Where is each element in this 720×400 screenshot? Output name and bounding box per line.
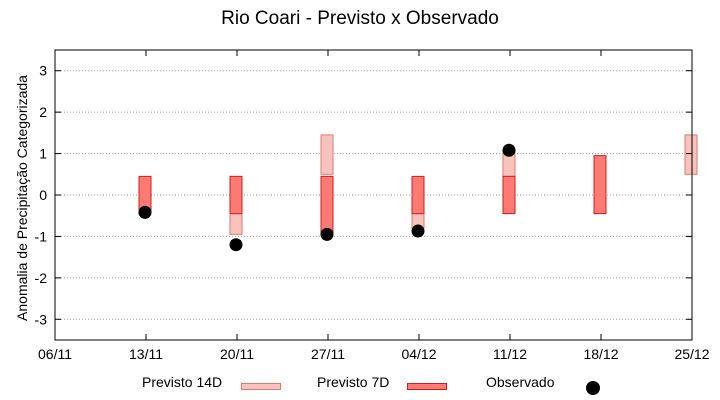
legend-label-previsto-7d: Previsto 7D	[317, 374, 390, 390]
y-tick-label: 1	[39, 146, 47, 162]
y-tick-label: 0	[39, 187, 47, 203]
grid-layer	[55, 70, 692, 320]
range-bar-previsto-14d	[320, 134, 334, 175]
x-tick-label: 20/11	[220, 346, 254, 362]
legend-swatch-previsto-7d	[407, 383, 447, 390]
range-bar-previsto-7d	[593, 155, 607, 215]
axis-layer: -3 -2 -1 0 1 2 3 06/11 13/11 20/11 27/11 04/12 11/12…	[35, 49, 710, 362]
legend-marker-observado	[586, 381, 600, 395]
range-bar-previsto-7d	[229, 175, 243, 215]
x-tick-label: 13/11	[129, 346, 163, 362]
y-tick-label: 2	[39, 104, 47, 120]
x-tick-label: 11/12	[493, 346, 527, 362]
range-bar-previsto-7d	[411, 175, 425, 215]
observed-point	[229, 238, 243, 252]
legend-label-observado: Observado	[486, 374, 555, 390]
x-tick-label: 04/12	[401, 346, 436, 362]
plot-frame	[54, 49, 693, 341]
y-tick-label: -3	[35, 311, 48, 327]
chart-title: Rio Coari - Previsto x Observado	[221, 8, 499, 29]
y-tick-label: -1	[35, 228, 48, 244]
x-tick-label: 18/12	[583, 346, 618, 362]
observed-point	[138, 205, 152, 219]
y-tick-label: -2	[35, 270, 48, 286]
y-axis-label: Anomalia de Precipitação Categorizada	[14, 75, 30, 321]
legend-swatch-previsto-14d	[241, 383, 281, 390]
y-tick-label: 3	[39, 63, 47, 79]
observed-point	[502, 143, 516, 157]
legend-label-previsto-14d: Previsto 14D	[142, 374, 223, 390]
x-tick-label: 25/12	[674, 346, 709, 362]
range-bar-previsto-7d	[502, 175, 516, 215]
legend: Previsto 14D Previsto 7D Observado	[0, 374, 720, 398]
plot-layer	[138, 134, 698, 252]
range-bar-previsto-14d	[229, 213, 243, 235]
range-bar-previsto-7d	[320, 175, 334, 235]
observed-point	[411, 224, 425, 238]
x-tick-label: 06/11	[38, 346, 72, 362]
x-tick-label: 27/11	[311, 346, 345, 362]
range-bar-previsto-14d	[684, 134, 698, 175]
observed-point	[320, 227, 334, 241]
